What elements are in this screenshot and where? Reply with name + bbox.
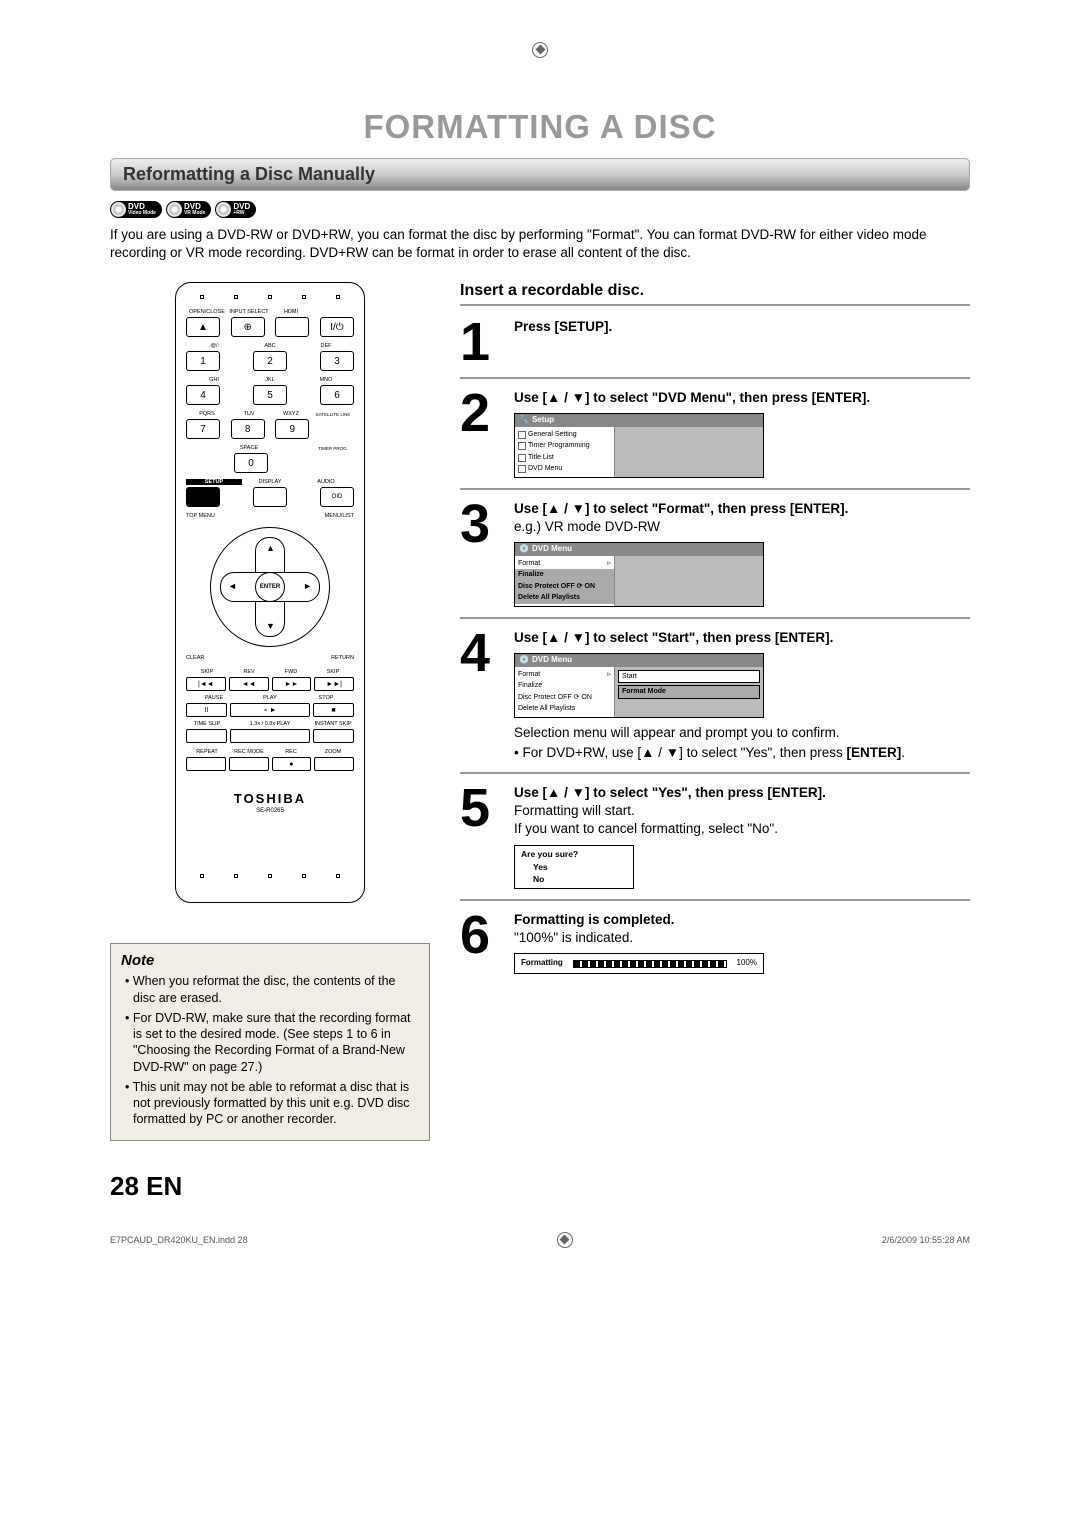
setup-menu-screenshot: 🔧Setup General Setting Timer Programming… <box>514 413 764 478</box>
play-button: ∘ ► <box>230 703 310 717</box>
input-select-button: ⊕ <box>231 317 265 337</box>
skip-back-button: |◄◄ <box>186 677 226 691</box>
progress-screenshot: Formatting 100% <box>514 953 764 974</box>
step-6: 6 Formatting is completed. "100%" is ind… <box>460 905 970 984</box>
note-item: For DVD-RW, make sure that the recording… <box>125 1010 419 1075</box>
hdmi-button <box>275 317 309 337</box>
model-label: SE-R0265 <box>186 808 354 814</box>
zoom-button <box>314 757 354 771</box>
page-title: FORMATTING A DISC <box>110 108 970 146</box>
num-4: 4 <box>186 385 220 405</box>
open-close-button: ▲ <box>186 317 220 337</box>
dvd-menu-screenshot: 💿DVD Menu Format▹ Finalize Disc Protect … <box>514 542 764 607</box>
audio-button: OID <box>320 487 354 507</box>
pause-button: II <box>186 703 227 717</box>
note-title: Note <box>121 952 419 969</box>
timeslip-button <box>186 729 227 743</box>
section-heading: Reformatting a Disc Manually <box>110 158 970 191</box>
confirm-dialog: Are you sure? Yes No <box>514 845 634 889</box>
step-2: 2 Use [▲ / ▼] to select "DVD Menu", then… <box>460 383 970 490</box>
num-7: 7 <box>186 419 220 439</box>
note-box: Note When you reformat the disc, the con… <box>110 943 430 1140</box>
setup-button <box>186 487 220 507</box>
fastplay-button <box>230 729 310 743</box>
badge-dvd-rw-video: DVDVideo Mode <box>110 201 162 218</box>
num-9: 9 <box>275 419 309 439</box>
num-6: 6 <box>320 385 354 405</box>
note-item: This unit may not be able to reformat a … <box>125 1079 419 1128</box>
intro-text: If you are using a DVD-RW or DVD+RW, you… <box>110 226 970 262</box>
footer: E7PCAUD_DR420KU_EN.indd 28 2/6/2009 10:5… <box>110 1232 970 1248</box>
num-3: 3 <box>320 351 354 371</box>
num-1: 1 <box>186 351 220 371</box>
crop-mark-bottom <box>557 1232 573 1248</box>
page-number: 28 EN <box>110 1171 970 1202</box>
fwd-button: ►► <box>272 677 312 691</box>
recmode-button <box>229 757 269 771</box>
instant-skip-button <box>313 729 354 743</box>
rev-button: ◄◄ <box>229 677 269 691</box>
num-8: 8 <box>231 419 265 439</box>
stop-button: ■ <box>313 703 354 717</box>
footer-date: 2/6/2009 10:55:28 AM <box>882 1235 970 1245</box>
rec-button: ● <box>272 757 312 771</box>
num-0: 0 <box>234 453 268 473</box>
format-menu-screenshot: 💿DVD Menu Format▹ Finalize Disc Protect … <box>514 653 764 718</box>
repeat-button <box>186 757 226 771</box>
footer-file: E7PCAUD_DR420KU_EN.indd 28 <box>110 1235 248 1245</box>
badge-dvd-rw-vr: DVDVR Mode <box>166 201 211 218</box>
note-item: When you reformat the disc, the contents… <box>125 973 419 1006</box>
d-pad: ENTER ▲ ▼ ◄ ► <box>210 527 330 647</box>
skip-fwd-button: ►►| <box>314 677 354 691</box>
num-5: 5 <box>253 385 287 405</box>
step-1: 1 Press [SETUP]. <box>460 312 970 379</box>
step-5: 5 Use [▲ / ▼] to select "Yes", then pres… <box>460 778 970 901</box>
display-button <box>253 487 287 507</box>
num-2: 2 <box>253 351 287 371</box>
brand-label: TOSHIBA <box>186 791 354 806</box>
insert-heading: Insert a recordable disc. <box>460 282 970 306</box>
power-button: I/⏻ <box>320 317 354 337</box>
disc-badges: DVDVideo Mode DVDVR Mode DVD+RW <box>110 201 970 218</box>
badge-dvd-plus-rw: DVD+RW <box>215 201 256 218</box>
crop-mark-top <box>532 42 548 58</box>
remote-diagram: OPEN/CLOSEINPUT SELECTHDMI ▲⊕I/⏻ .@/:ABC… <box>175 282 365 903</box>
step-3: 3 Use [▲ / ▼] to select "Format", then p… <box>460 494 970 619</box>
step-4: 4 Use [▲ / ▼] to select "Start", then pr… <box>460 623 970 774</box>
